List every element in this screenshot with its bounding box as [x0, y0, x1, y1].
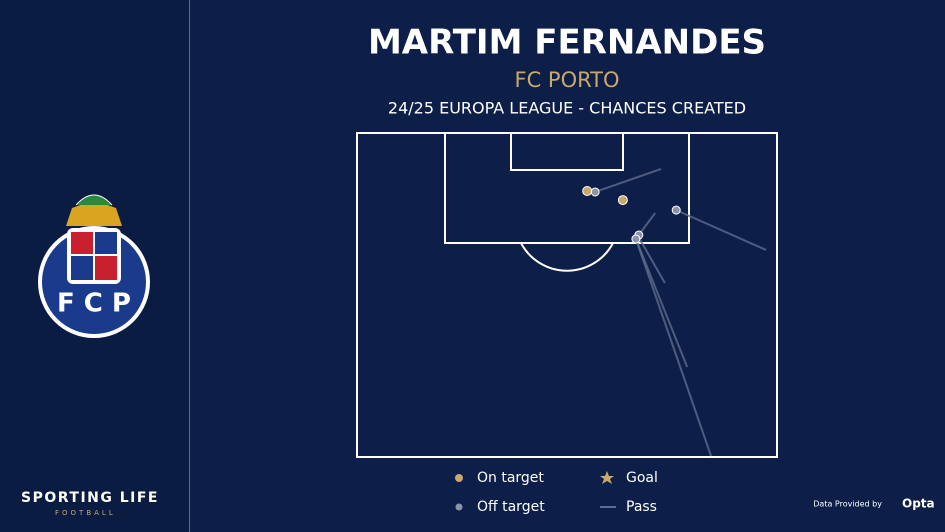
provider: Opta	[902, 497, 935, 511]
legend: On target Off target Goal Pass	[455, 470, 658, 515]
chart-title: MARTIM FERNANDES	[368, 23, 766, 63]
legend-label: On target	[477, 470, 544, 486]
shot	[590, 187, 600, 197]
brand-sub: FOOTBALL	[55, 509, 116, 517]
pass	[637, 235, 666, 284]
subtitle: FC PORTO	[514, 68, 619, 92]
legend-label: Pass	[626, 499, 657, 515]
pitch	[356, 132, 778, 458]
shot	[617, 195, 628, 206]
caption: 24/25 EUROPA LEAGUE - CHANCES CREATED	[388, 99, 746, 118]
legend-label: Off target	[477, 499, 545, 515]
svg-text:F C P: F C P	[57, 289, 131, 319]
shot	[671, 205, 681, 215]
pass	[634, 238, 689, 368]
provider-prefix: Data Provided by	[813, 500, 882, 509]
pass	[634, 238, 713, 457]
shot	[631, 234, 641, 244]
shot	[582, 185, 593, 196]
legend-label: Goal	[626, 470, 658, 486]
pass	[594, 168, 662, 193]
pass	[675, 209, 767, 251]
brand: SPORTING LIFE	[21, 490, 159, 506]
club-crest: F C P	[38, 194, 150, 338]
